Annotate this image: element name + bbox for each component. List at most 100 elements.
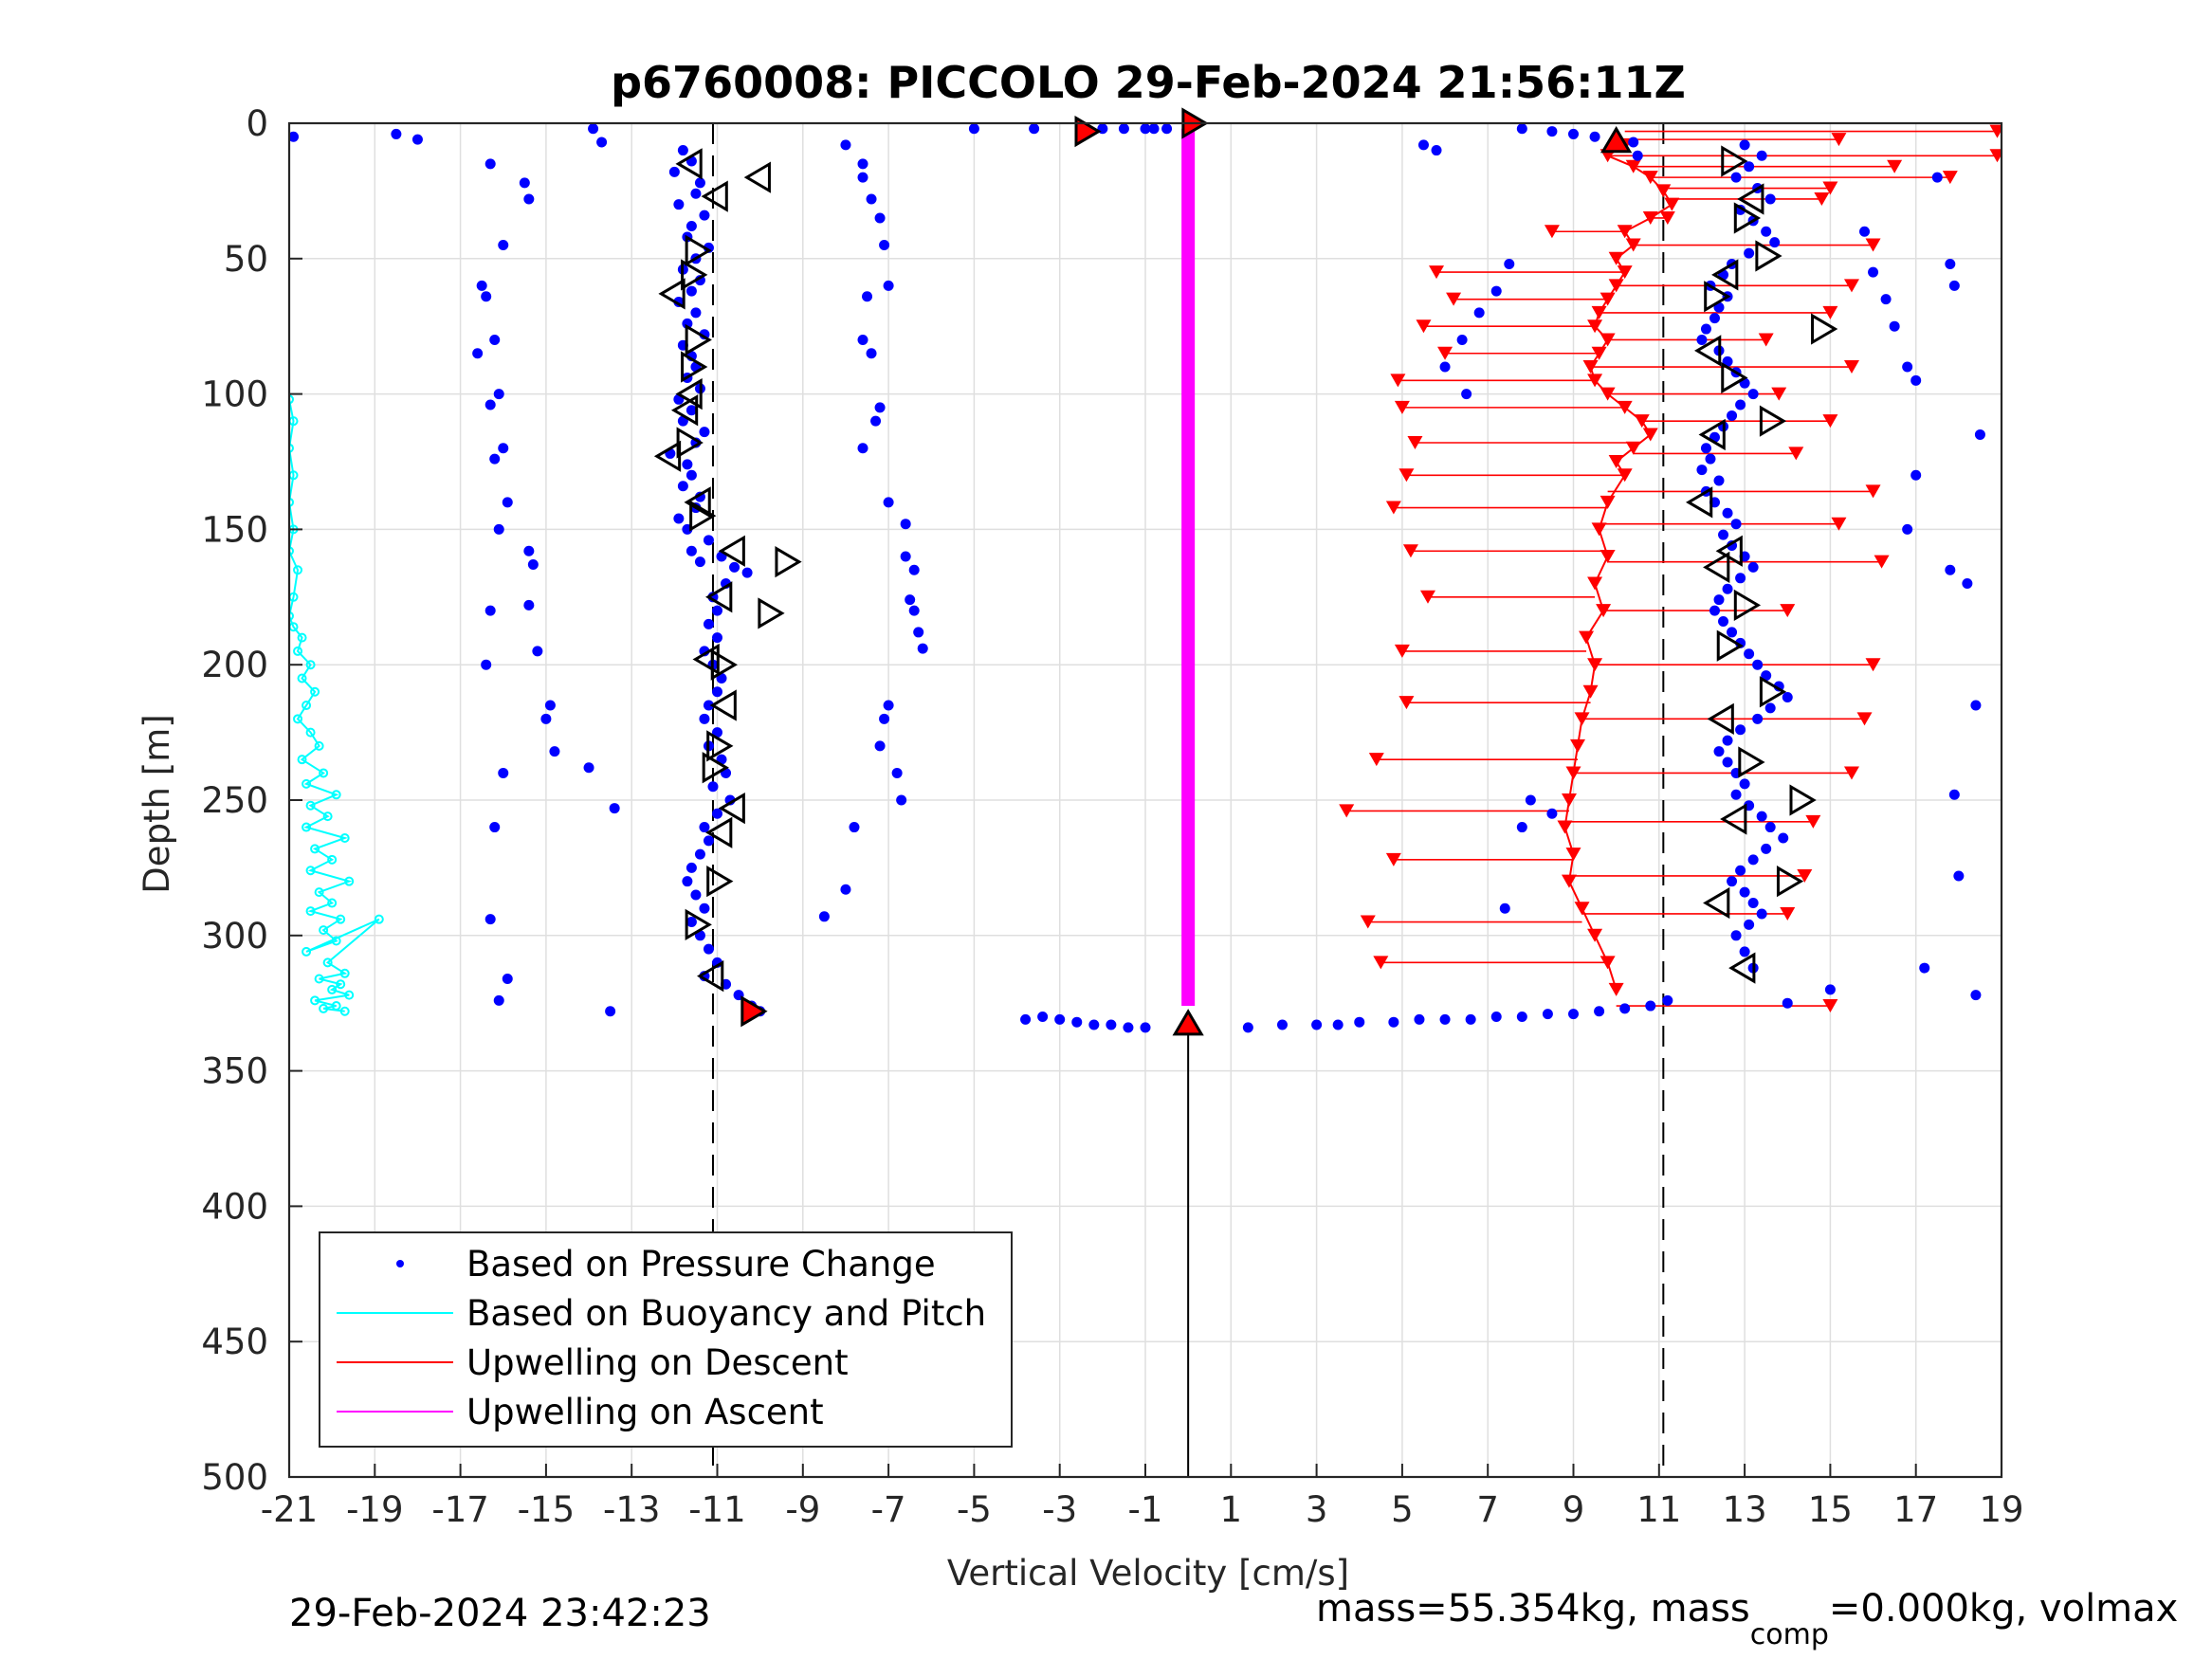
x-tick-label: 19 xyxy=(1979,1489,2023,1530)
pressure-point xyxy=(699,902,710,914)
triangle-marker xyxy=(689,500,717,532)
pressure-point xyxy=(1945,259,1956,270)
legend-label-descent: Upwelling on Descent xyxy=(466,1342,849,1383)
buoyancy-point xyxy=(297,673,307,684)
pressure-point xyxy=(1970,700,1982,711)
descent-whisker-end xyxy=(1831,133,1847,147)
pressure-point xyxy=(1722,507,1733,519)
triangle-marker xyxy=(685,323,712,356)
triangle-marker xyxy=(653,440,682,472)
descent-whisker-end xyxy=(1368,753,1384,767)
pressure-point xyxy=(605,1006,616,1017)
descent-profile-point xyxy=(1582,360,1599,374)
triangle-marker xyxy=(1715,535,1743,567)
legend-label-ascent: Upwelling on Ascent xyxy=(466,1392,824,1432)
buoyancy-point xyxy=(314,740,324,751)
pressure-point xyxy=(1756,150,1767,161)
descent-profile-point xyxy=(1570,738,1586,753)
buoyancy-point xyxy=(302,701,312,711)
pressure-point xyxy=(411,134,423,145)
pressure-point xyxy=(1722,735,1733,746)
descent-whisker-end xyxy=(1843,360,1859,374)
pressure-point xyxy=(484,158,496,170)
pressure-point xyxy=(1713,475,1725,486)
descent-profile-point xyxy=(1608,455,1624,468)
pressure-point xyxy=(1953,870,1965,882)
pressure-point xyxy=(682,318,693,329)
pressure-point xyxy=(1739,886,1750,898)
footer-mass-prefix: mass=55.354kg, mass xyxy=(1316,1587,1750,1631)
pressure-point xyxy=(1645,1000,1656,1012)
x-tick-label: -15 xyxy=(518,1489,575,1530)
pressure-point xyxy=(481,659,492,670)
pressure-point xyxy=(1490,1011,1502,1022)
pressure-point xyxy=(1516,123,1527,135)
pressure-point xyxy=(1071,1016,1083,1028)
legend: Based on Pressure Change Based on Buoyan… xyxy=(319,1231,1013,1448)
pressure-point xyxy=(1735,573,1746,584)
triangle-marker xyxy=(718,792,745,825)
x-axis-ticks: -21 -19 -17 -15 -13 -11 -9 -7 -5 -3 -1 1 3 5 7 9 11 13 15 1… xyxy=(261,1464,2024,1530)
pressure-point xyxy=(1414,1013,1425,1025)
triangle-marker xyxy=(710,648,738,681)
pressure-point xyxy=(596,137,608,148)
buoyancy-point xyxy=(289,443,294,453)
pressure-point xyxy=(1632,150,1643,161)
descent-profile-point xyxy=(1561,874,1577,888)
pressure-point xyxy=(1525,794,1536,806)
pressure-point xyxy=(857,334,868,345)
triangle-markers xyxy=(653,145,1838,993)
pressure-point xyxy=(1859,226,1871,237)
x-tick-label: 7 xyxy=(1476,1489,1499,1530)
pressure-point xyxy=(1431,145,1442,156)
pressure-point xyxy=(1744,247,1755,259)
pressure-point xyxy=(1970,990,1982,1001)
x-tick-label: -17 xyxy=(431,1489,488,1530)
pressure-point xyxy=(1140,123,1151,135)
pressure-point xyxy=(1722,583,1733,594)
descent-whisker-end xyxy=(1373,956,1389,970)
pressure-point xyxy=(866,348,877,359)
triangle-marker xyxy=(675,148,703,180)
pressure-point xyxy=(588,123,599,135)
pressure-point xyxy=(1490,285,1502,297)
x-tick-label: 15 xyxy=(1808,1489,1853,1530)
pressure-point xyxy=(1782,691,1793,702)
descent-profile-point xyxy=(1565,848,1581,862)
descent-whisker-end xyxy=(1942,171,1958,185)
y-tick-label: 450 xyxy=(201,1322,268,1362)
pressure-point xyxy=(900,519,911,530)
y-tick-label: 300 xyxy=(201,916,268,957)
pressure-point xyxy=(1778,832,1789,844)
descent-profile-point xyxy=(1608,251,1624,265)
footer-mass-info: mass=55.354kg, masscomp=0.000kg, volmax xyxy=(1316,1587,2178,1651)
pressure-point xyxy=(1747,898,1759,909)
pressure-point xyxy=(900,551,911,562)
buoyancy-point xyxy=(314,887,324,898)
descent-whisker-end xyxy=(1446,292,1462,306)
descent-profile-point xyxy=(1582,684,1599,699)
descent-whisker-end xyxy=(1394,400,1410,414)
buoyancy-point xyxy=(289,394,294,405)
pressure-point xyxy=(1713,594,1725,606)
pressure-point xyxy=(523,193,535,205)
pressure-point xyxy=(874,740,886,752)
pressure-point xyxy=(1140,1022,1151,1033)
pressure-point xyxy=(502,973,513,984)
descent-whisker-end xyxy=(1887,159,1903,173)
x-tick-label: 13 xyxy=(1723,1489,1767,1530)
x-tick-label: -1 xyxy=(1128,1489,1163,1530)
descent-whisker-end xyxy=(1385,852,1401,866)
x-tick-label: -11 xyxy=(688,1489,745,1530)
triangle-marker xyxy=(685,234,712,266)
pressure-point xyxy=(712,686,722,698)
pressure-point xyxy=(1752,713,1764,724)
pressure-point xyxy=(1161,123,1173,135)
triangle-marker xyxy=(1811,313,1838,345)
pressure-point xyxy=(1568,1009,1579,1020)
x-tick-label: -5 xyxy=(957,1489,992,1530)
pressure-point xyxy=(1696,465,1708,476)
triangle-marker xyxy=(1703,886,1730,920)
pressure-point xyxy=(703,700,714,711)
descent-profile-point xyxy=(1574,712,1590,726)
